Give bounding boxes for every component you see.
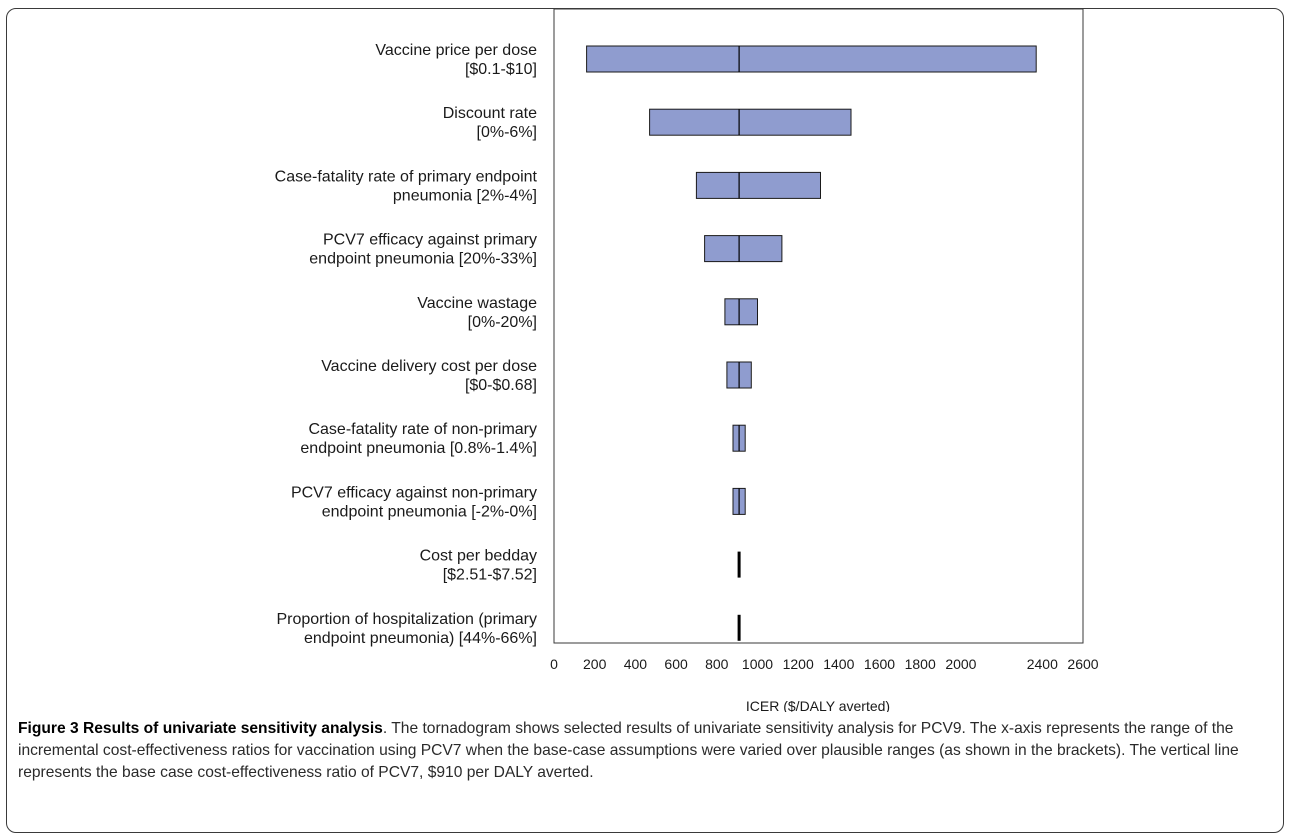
- category-label: Case-fatality rate of non-primary endpoin…: [300, 421, 537, 457]
- x-tick-label: 800: [705, 656, 729, 672]
- x-axis-title: ICER ($/DALY averted): [746, 698, 890, 712]
- category-label-line: Vaccine price per dose: [375, 42, 537, 59]
- x-tick-label: 2400: [1027, 656, 1058, 672]
- figure-caption: Figure 3 Results of univariate sensitivi…: [18, 718, 1276, 784]
- x-tick-label: 200: [583, 656, 607, 672]
- x-tick-label: 1000: [742, 656, 773, 672]
- category-label-line: endpoint pneumonia [20%-33%]: [309, 251, 537, 268]
- category-label: Discount rate [0%-6%]: [443, 105, 537, 141]
- category-label-line: endpoint pneumonia [-2%-0%]: [322, 503, 537, 520]
- tornado-bar: [695, 171, 822, 199]
- category-label: Proportion of hospitalization (primary en…: [276, 611, 537, 647]
- category-label-line: Cost per bedday: [420, 548, 537, 565]
- category-label-line: [0%-20%]: [468, 314, 537, 331]
- x-tick-label: 1400: [823, 656, 854, 672]
- category-label: Vaccine wastage [0%-20%]: [417, 295, 537, 331]
- tornado-bar: [649, 108, 852, 136]
- plot-area: [553, 8, 1084, 644]
- x-tick-label: 0: [550, 656, 558, 672]
- category-label-line: PCV7 efficacy against primary: [323, 232, 537, 249]
- category-label-line: Proportion of hospitalization (primary: [276, 611, 537, 628]
- x-tick-label: 1200: [783, 656, 814, 672]
- category-label-line: Case-fatality rate of primary endpoint: [275, 168, 538, 185]
- tornado-bar: [704, 235, 783, 263]
- category-label-line: Case-fatality rate of non-primary: [308, 421, 537, 438]
- x-tick-label: 1800: [905, 656, 936, 672]
- x-tick-label: 1600: [864, 656, 895, 672]
- category-label: Cost per bedday [$2.51-$7.52]: [420, 548, 537, 584]
- category-label-line: [$0.1-$10]: [465, 61, 537, 78]
- category-label: Case-fatality rate of primary endpoint pn…: [275, 168, 538, 204]
- x-tick-label: 2600: [1067, 656, 1098, 672]
- caption-title: Figure 3 Results of univariate sensitivi…: [18, 720, 383, 737]
- category-label-line: endpoint pneumonia) [44%-66%]: [304, 630, 537, 647]
- tornado-chart: Vaccine price per dose [$0.1-$10] Discount…: [275, 8, 1099, 712]
- category-label-line: [$2.51-$7.52]: [443, 567, 537, 584]
- category-label-line: [$0-$0.68]: [465, 377, 537, 394]
- category-label: Vaccine price per dose [$0.1-$10]: [375, 42, 537, 78]
- x-tick-label: 2000: [945, 656, 976, 672]
- category-label-line: PCV7 efficacy against non-primary: [291, 484, 537, 501]
- category-label-line: endpoint pneumonia [0.8%-1.4%]: [300, 440, 537, 457]
- tornado-bar: [586, 45, 1037, 73]
- caption-text: . The tornadogram shows selected results…: [18, 720, 1239, 781]
- category-label-line: Discount rate: [443, 105, 537, 122]
- category-label-line: Vaccine delivery cost per dose: [321, 358, 537, 375]
- category-label-line: Vaccine wastage: [417, 295, 537, 312]
- tornado-bar: [724, 298, 759, 326]
- category-label: PCV7 efficacy against primary endpoint pn…: [309, 232, 537, 268]
- category-label-line: [0%-6%]: [477, 124, 537, 141]
- category-label: Vaccine delivery cost per dose [$0-$0.68]: [321, 358, 537, 394]
- category-label-line: pneumonia [2%-4%]: [393, 187, 537, 204]
- x-tick-label: 400: [624, 656, 648, 672]
- x-tick-label: 600: [664, 656, 688, 672]
- category-label: PCV7 efficacy against non-primary endpoin…: [291, 484, 537, 520]
